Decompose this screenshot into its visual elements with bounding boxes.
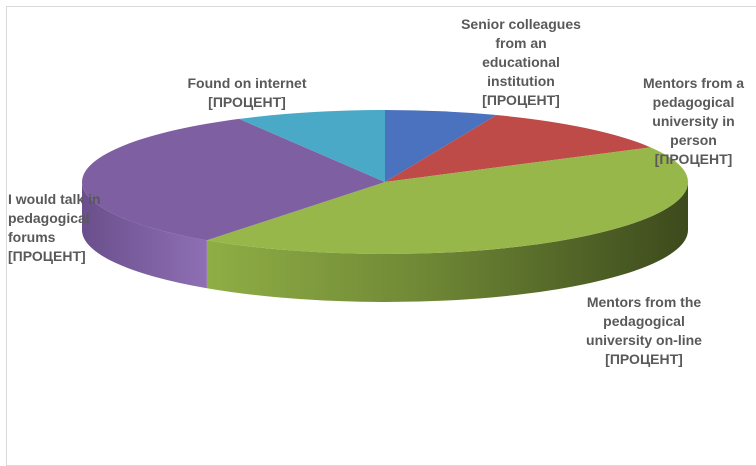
data-label-text: Mentors from the pedagogical university … bbox=[586, 294, 702, 348]
pie-slice-mentors-online bbox=[206, 147, 689, 255]
data-label-senior-colleagues: Senior colleagues from an educational in… bbox=[446, 15, 596, 110]
data-label-found-on-internet: Found on internet [ПРОЦЕНТ] bbox=[172, 74, 322, 112]
data-label-text: Senior colleagues from an educational in… bbox=[461, 16, 581, 89]
data-label-mentors-in-person: Mentors from a pedagogical university in… bbox=[626, 74, 756, 169]
data-label-value: [ПРОЦЕНТ] bbox=[654, 151, 733, 167]
data-label-value: [ПРОЦЕНТ] bbox=[8, 248, 86, 264]
pie-chart bbox=[82, 110, 689, 302]
data-label-pedagogical-forums: I would talk in pedagogical forums [ПРОЦ… bbox=[8, 190, 120, 266]
data-label-value: [ПРОЦЕНТ] bbox=[208, 94, 286, 110]
pie-side-mentors-online bbox=[206, 182, 688, 302]
pie-slice-senior-colleagues bbox=[385, 110, 497, 182]
pie-slice-found-on-internet bbox=[239, 110, 385, 182]
pie-slice-pedagogical-forums bbox=[82, 118, 385, 241]
data-label-mentors-online: Mentors from the pedagogical university … bbox=[569, 293, 719, 369]
data-label-text: Found on internet bbox=[187, 75, 307, 91]
data-label-value: [ПРОЦЕНТ] bbox=[605, 351, 683, 367]
pie-slice-mentors-in-person bbox=[385, 115, 651, 182]
data-label-text: Mentors from a pedagogical university in… bbox=[642, 75, 745, 148]
data-label-text: I would talk in pedagogical forums bbox=[8, 191, 101, 245]
pie-side-pedagogical-forums bbox=[82, 182, 207, 289]
data-label-value: [ПРОЦЕНТ] bbox=[482, 92, 560, 108]
